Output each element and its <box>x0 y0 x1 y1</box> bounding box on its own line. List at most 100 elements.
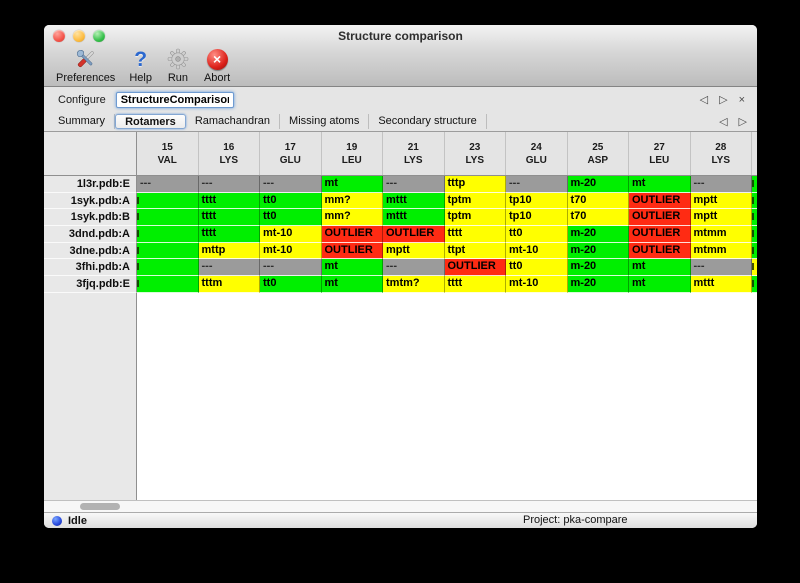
row-label[interactable]: 3fhi.pdb:A <box>44 259 137 277</box>
rotamer-cell[interactable]: --- <box>260 259 322 277</box>
abort-button[interactable]: × Abort <box>204 47 230 84</box>
rotamer-cell[interactable]: mptt <box>690 209 752 227</box>
rotamer-cell[interactable]: mt-10 <box>260 242 322 260</box>
rotamer-cell[interactable] <box>137 226 199 243</box>
rotamer-cell[interactable]: tttt <box>198 226 260 243</box>
tab-summary[interactable]: Summary <box>49 114 116 129</box>
rotamer-cell[interactable]: tp10 <box>506 192 568 210</box>
rotamer-cell[interactable]: m-20 <box>567 176 629 193</box>
tab-rotamers[interactable]: Rotamers <box>115 114 186 129</box>
zoom-window-button[interactable] <box>93 30 105 42</box>
row-label[interactable]: 1syk.pdb:A <box>44 192 137 210</box>
rotamer-cell[interactable] <box>137 259 199 277</box>
row-label[interactable]: 1syk.pdb:B <box>44 209 137 227</box>
rotamer-cell[interactable]: mttt <box>383 209 445 227</box>
row-label[interactable]: 3dnd.pdb:A <box>44 226 137 243</box>
rotamer-cell[interactable]: --- <box>506 176 568 193</box>
rotamer-cell[interactable] <box>137 242 199 260</box>
rotamer-cell[interactable]: --- <box>690 176 752 193</box>
rotamer-cell[interactable]: OUTLIER <box>321 242 383 260</box>
rotamer-cell[interactable]: --- <box>383 176 445 193</box>
rotamer-cell[interactable]: --- <box>690 259 752 277</box>
rotamer-cell[interactable]: m-20 <box>567 226 629 243</box>
prev-configure-button[interactable]: ◁ <box>699 94 709 106</box>
titlebar[interactable]: Structure comparison <box>44 25 757 46</box>
rotamer-cell[interactable]: tp10 <box>506 209 568 227</box>
rotamer-cell[interactable]: tttp <box>444 176 506 193</box>
rotamer-cell[interactable]: mt-10 <box>506 276 568 293</box>
row-label[interactable]: 1l3r.pdb:E <box>44 176 137 193</box>
rotamer-cell[interactable]: mttp <box>198 242 260 260</box>
rotamer-cell[interactable]: mttt <box>383 192 445 210</box>
close-window-button[interactable] <box>53 30 65 42</box>
rotamer-cell[interactable]: mtmm <box>690 242 752 260</box>
hscroll-thumb[interactable] <box>80 503 120 510</box>
rotamer-cell[interactable]: tptm <box>444 209 506 227</box>
rotamer-cell[interactable]: tt0 <box>506 259 568 277</box>
tab-secondary-structure[interactable]: Secondary structure <box>369 114 487 129</box>
rotamer-cell[interactable]: --- <box>260 176 322 193</box>
rotamer-cell[interactable]: mptt <box>690 192 752 210</box>
help-button[interactable]: ? Help <box>129 47 152 84</box>
rotamer-cell[interactable]: OUTLIER <box>321 226 383 243</box>
rotamer-cell[interactable]: t70 <box>567 192 629 210</box>
rotamer-cell[interactable]: ttpt <box>444 242 506 260</box>
rotamer-cell[interactable]: tt0 <box>260 276 322 293</box>
minimize-window-button[interactable] <box>73 30 85 42</box>
row-label[interactable]: 3dne.pdb:A <box>44 242 137 260</box>
rotamer-cell[interactable]: tmtm? <box>383 276 445 293</box>
rotamer-cell[interactable]: m-20 <box>567 276 629 293</box>
rotamer-cell[interactable]: OUTLIER <box>629 209 691 227</box>
rotamer-cell[interactable]: tt0 <box>506 226 568 243</box>
rotamer-cell[interactable]: mtmm <box>690 226 752 243</box>
project-label: Project: pka-compare <box>523 514 628 526</box>
rotamer-cell[interactable]: tptm <box>444 192 506 210</box>
rotamer-cell[interactable]: mt <box>629 176 691 193</box>
prev-tab-button[interactable]: ◁ <box>719 116 728 128</box>
rotamer-cell[interactable]: --- <box>383 259 445 277</box>
rotamer-cell[interactable]: tt0 <box>260 192 322 210</box>
rotamer-cell[interactable]: --- <box>137 176 199 193</box>
rotamer-cell[interactable]: mttt <box>690 276 752 293</box>
rotamer-cell[interactable]: mt <box>629 259 691 277</box>
rotamer-cell[interactable]: mt-10 <box>260 226 322 243</box>
rotamer-cell[interactable] <box>137 276 199 293</box>
run-button[interactable]: Run <box>166 47 190 84</box>
tab-missing-atoms[interactable]: Missing atoms <box>280 114 370 129</box>
rotamer-cell[interactable]: mt <box>321 276 383 293</box>
rotamer-cell[interactable]: tttt <box>444 226 506 243</box>
horizontal-scrollbar[interactable] <box>44 500 757 512</box>
rotamer-cell[interactable]: --- <box>198 176 260 193</box>
rotamer-cell[interactable]: mt <box>321 176 383 193</box>
rotamer-cell[interactable]: mm? <box>321 192 383 210</box>
next-tab-button[interactable]: ▷ <box>738 116 747 128</box>
configure-name-input[interactable] <box>115 91 234 108</box>
rotamer-cell[interactable]: m-20 <box>567 242 629 260</box>
rotamer-cell[interactable]: m-20 <box>567 259 629 277</box>
rotamer-cell[interactable]: OUTLIER <box>444 259 506 277</box>
row-label[interactable]: 3fjq.pdb:E <box>44 276 137 293</box>
tab-ramachandran[interactable]: Ramachandran <box>186 114 281 129</box>
rotamer-cell[interactable]: t70 <box>567 209 629 227</box>
close-configure-button[interactable]: × <box>738 93 745 106</box>
column-header-27: 27 LEU <box>629 132 691 175</box>
rotamer-cell[interactable]: OUTLIER <box>629 226 691 243</box>
rotamer-cell[interactable]: OUTLIER <box>383 226 445 243</box>
rotamer-cell[interactable]: OUTLIER <box>629 192 691 210</box>
rotamer-cell[interactable]: mt-10 <box>506 242 568 260</box>
rotamer-cell[interactable]: tttt <box>444 276 506 293</box>
rotamer-cell[interactable] <box>137 192 199 210</box>
rotamer-cell[interactable]: mptt <box>383 242 445 260</box>
next-configure-button[interactable]: ▷ <box>719 94 728 106</box>
rotamer-cell[interactable]: --- <box>198 259 260 277</box>
rotamer-cell[interactable]: tttt <box>198 192 260 210</box>
rotamer-cell[interactable]: tt0 <box>260 209 322 227</box>
rotamer-cell[interactable]: OUTLIER <box>629 242 691 260</box>
rotamer-cell[interactable]: tttt <box>198 209 260 227</box>
rotamer-cell[interactable]: mm? <box>321 209 383 227</box>
rotamer-cell[interactable]: mt <box>321 259 383 277</box>
rotamer-cell[interactable]: tttm <box>198 276 260 293</box>
rotamer-cell[interactable]: mt <box>629 276 691 293</box>
preferences-button[interactable]: Preferences <box>56 47 115 84</box>
rotamer-cell[interactable] <box>137 209 199 227</box>
